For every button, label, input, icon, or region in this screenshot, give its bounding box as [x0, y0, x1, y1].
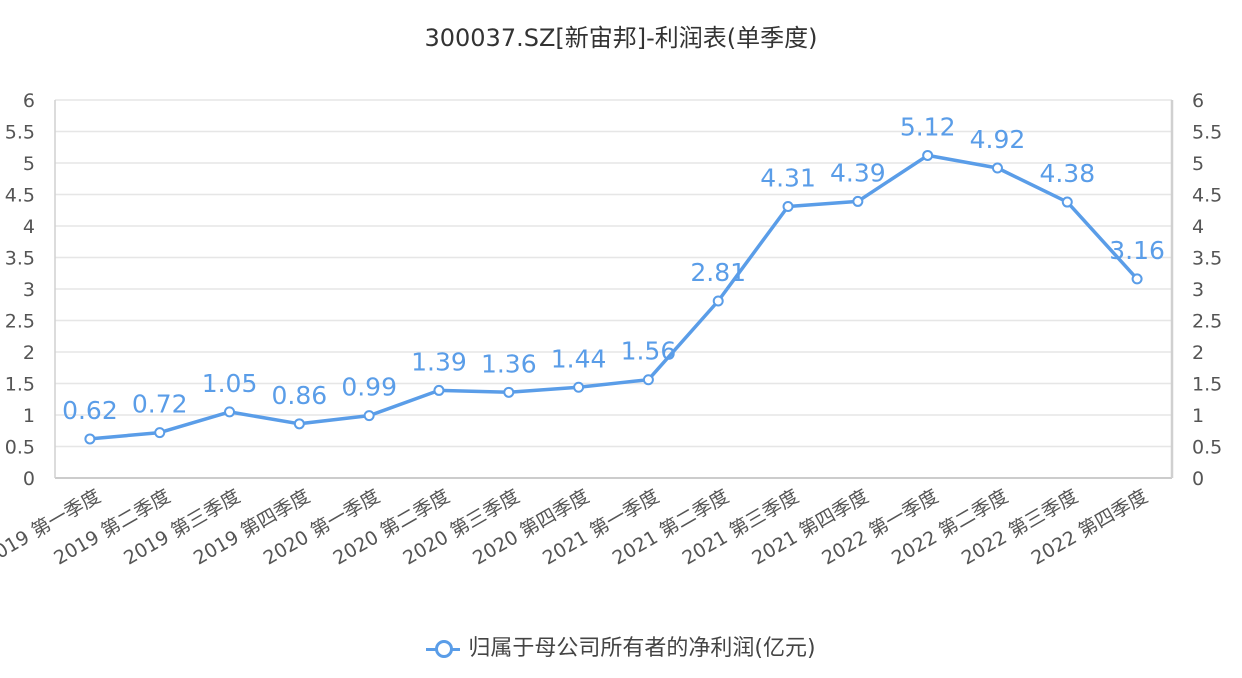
- data-label: 1.36: [481, 349, 537, 378]
- data-point: [852, 195, 864, 207]
- x-tick-label: 2021 第四季度: [748, 485, 872, 569]
- x-tick-label: 2020 第四季度: [469, 485, 593, 569]
- data-point: [782, 200, 794, 212]
- data-point: [433, 384, 445, 396]
- y-tick-label: 0: [23, 468, 35, 490]
- y2-tick-label: 5.5: [1192, 122, 1222, 144]
- y-axis-right: 0 0.5 1 1.5 2 2.5 3 3.5 4 4.5 5 5.5 6: [1192, 90, 1222, 490]
- data-label: 1.56: [621, 337, 677, 366]
- data-point: [642, 374, 654, 386]
- data-label: 0.99: [341, 373, 397, 402]
- x-tick-label: 2021 第二季度: [609, 485, 733, 569]
- data-point: [1061, 196, 1073, 208]
- x-tick-label: 2022 第三季度: [958, 485, 1082, 569]
- legend-series-name: 归属于母公司所有者的净利润(亿元): [468, 636, 816, 661]
- legend: 归属于母公司所有者的净利润(亿元): [0, 630, 1242, 662]
- data-point: [363, 410, 375, 422]
- data-label: 1.05: [202, 369, 258, 398]
- data-labels: 0.62 0.72 1.05 0.86 0.99 1.39 1.36 1.44 1.56 2.81…: [62, 112, 1165, 425]
- y-tick-label: 5.5: [5, 122, 35, 144]
- y-tick-label: 3: [23, 279, 35, 301]
- y-tick-label: 1: [23, 405, 35, 427]
- data-label: 2.81: [690, 258, 746, 287]
- x-tick-label: 2020 第三季度: [399, 485, 523, 569]
- y-axis-left: 0 0.5 1 1.5 2 2.5 3 3.5 4 4.5 5 5.5 6: [5, 90, 35, 490]
- series-line: [89, 153, 1139, 441]
- y-tick-label: 3.5: [5, 248, 35, 270]
- data-label: 0.62: [62, 396, 118, 425]
- y2-tick-label: 1: [1192, 405, 1204, 427]
- y-tick-label: 4.5: [5, 185, 35, 207]
- x-tick-label: 2022 第二季度: [888, 485, 1012, 569]
- data-label: 4.39: [830, 158, 886, 187]
- data-label: 4.31: [760, 163, 816, 192]
- chart-title: 300037.SZ[新宙邦]-利润表(单季度): [424, 24, 818, 52]
- y2-tick-label: 5: [1192, 153, 1204, 175]
- x-tick-label: 2022 第一季度: [818, 485, 942, 569]
- x-tick-label: 2019 第三季度: [120, 485, 244, 569]
- data-point: [991, 162, 1003, 174]
- data-point: [712, 295, 724, 307]
- y-tick-label: 5: [23, 153, 35, 175]
- data-label: 1.44: [551, 344, 607, 373]
- data-point: [84, 433, 96, 445]
- data-point: [154, 427, 166, 439]
- y-tick-label: 2.5: [5, 311, 35, 333]
- y2-tick-label: 0: [1192, 468, 1204, 490]
- x-tick-label: 2021 第三季度: [679, 485, 803, 569]
- data-label: 1.39: [411, 347, 467, 376]
- y-tick-label: 6: [23, 90, 35, 112]
- data-point: [1131, 273, 1143, 285]
- y2-tick-label: 2.5: [1192, 311, 1222, 333]
- data-label: 4.92: [970, 125, 1026, 154]
- data-point: [293, 418, 305, 430]
- legend-line-marker-icon: [426, 639, 461, 659]
- y2-tick-label: 4.5: [1192, 185, 1222, 207]
- y2-tick-label: 3: [1192, 279, 1204, 301]
- data-label: 5.12: [900, 112, 956, 141]
- y2-tick-label: 6: [1192, 90, 1204, 112]
- series-points: [84, 149, 1143, 445]
- y-tick-label: 2: [23, 342, 35, 364]
- y-tick-label: 0.5: [5, 437, 35, 459]
- x-tick-label: 2020 第一季度: [260, 485, 384, 569]
- data-label: 3.16: [1109, 236, 1165, 265]
- data-point: [573, 381, 585, 393]
- data-label: 0.86: [272, 381, 328, 410]
- y-tick-label: 1.5: [5, 374, 35, 396]
- y-tick-label: 4: [23, 216, 35, 238]
- y2-tick-label: 0.5: [1192, 437, 1222, 459]
- y2-tick-label: 4: [1192, 216, 1204, 238]
- x-tick-label: 2020 第二季度: [330, 485, 454, 569]
- data-point: [503, 386, 515, 398]
- y2-tick-label: 2: [1192, 342, 1204, 364]
- x-tick-label: 2021 第一季度: [539, 485, 663, 569]
- axes: [54, 100, 1174, 479]
- data-label: 4.38: [1039, 159, 1095, 188]
- line-chart: 0 0.5 1 1.5 2 2.5 3 3.5 4 4.5 5 5.5 6 0 0.5 1 1.5 2 2.5 3 3…: [0, 90, 1222, 570]
- data-point: [224, 406, 236, 418]
- data-label: 0.72: [132, 390, 188, 419]
- x-tick-label: 2019 第四季度: [190, 485, 314, 569]
- data-point: [922, 149, 934, 161]
- y2-tick-label: 3.5: [1192, 248, 1222, 270]
- y2-tick-label: 1.5: [1192, 374, 1222, 396]
- x-tick-label: 2019 第二季度: [50, 485, 174, 569]
- x-tick-label: 2022 第四季度: [1028, 485, 1152, 569]
